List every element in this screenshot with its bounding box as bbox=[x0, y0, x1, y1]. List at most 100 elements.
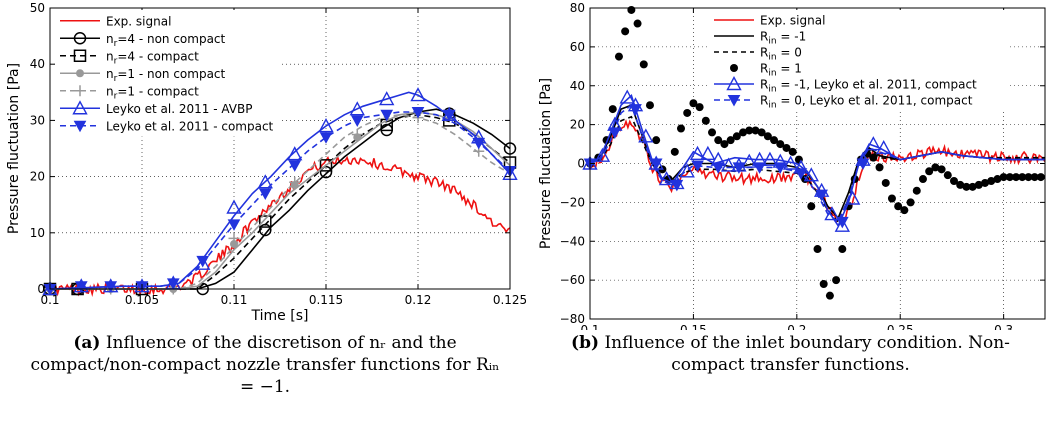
marker-b-3-54 bbox=[925, 167, 934, 176]
marker-b-5-6 bbox=[711, 162, 725, 174]
plot-frame-a bbox=[49, 7, 511, 290]
legend-label-b-1: Rin = -1 bbox=[760, 30, 806, 47]
marker-b-5-8 bbox=[753, 162, 766, 174]
legend-label-b-3: Rin = 1 bbox=[760, 62, 802, 79]
series-b-3 bbox=[586, 5, 1045, 300]
marker-a-4-3 bbox=[228, 232, 240, 244]
legend-box-b bbox=[710, 10, 1010, 110]
legend-label-a-0: Exp. signal bbox=[106, 14, 171, 28]
marker-b-4-23 bbox=[824, 206, 840, 221]
marker-b-5-10 bbox=[794, 168, 808, 180]
marker-b-3-60 bbox=[962, 182, 971, 191]
marker-a-1-4 bbox=[319, 165, 333, 179]
marker-a-5-5 bbox=[195, 255, 211, 270]
marker-b-3-53 bbox=[918, 175, 927, 184]
legend-label-a-1: nr=4 - non compact bbox=[106, 32, 226, 49]
legend-marker-a-4 bbox=[74, 85, 86, 97]
marker-b-3-29 bbox=[770, 136, 779, 145]
marker-b-3-14 bbox=[677, 124, 685, 133]
legend-label-b-2: Rin = 0 bbox=[760, 46, 802, 63]
marker-a-6-4 bbox=[166, 278, 180, 290]
y-tick-label-b-4: 0 bbox=[577, 157, 585, 171]
marker-b-3-64 bbox=[987, 176, 996, 185]
legend-label-a-5: Leyko et al. 2011 - AVBP bbox=[106, 102, 252, 116]
marker-b-5-1 bbox=[608, 127, 622, 139]
marker-a-3-3 bbox=[230, 240, 238, 249]
marker-a-5-8 bbox=[287, 146, 303, 161]
caption-b: (b) Influence of the inlet boundary cond… bbox=[538, 332, 1043, 376]
legend-marker-a-1 bbox=[73, 32, 87, 45]
marker-b-3-72 bbox=[1036, 173, 1045, 182]
marker-a-6-11 bbox=[380, 109, 394, 122]
marker-b-3-35 bbox=[807, 202, 816, 211]
series-line-a-5 bbox=[49, 91, 511, 290]
y-tick-label-b-1: −60 bbox=[560, 273, 585, 287]
marker-a-6-2 bbox=[104, 281, 118, 293]
marker-b-3-58 bbox=[950, 176, 958, 185]
marker-b-5-9 bbox=[773, 162, 787, 174]
y-tick-label-b-2: −40 bbox=[560, 234, 585, 248]
y-tick-label-b-8: 80 bbox=[570, 1, 585, 15]
chart-panel-a: 0.1 0.105 0.11 0.115 0.12 0.125 0 10 20 30 40 50 Tim… bbox=[0, 0, 527, 446]
marker-b-5-13 bbox=[856, 158, 870, 171]
marker-b-5-7 bbox=[732, 162, 746, 174]
legend-marker-a-2 bbox=[73, 49, 87, 62]
marker-b-3-18 bbox=[701, 116, 710, 125]
marker-b-3-71 bbox=[1030, 173, 1039, 182]
y-axis-label-b: Pressure fluctuation [Pa] bbox=[538, 78, 554, 249]
x-tick-label-a-2: 0.11 bbox=[221, 293, 248, 307]
x-tick-label-b-2: 0.2 bbox=[787, 323, 806, 330]
series-line-a-0 bbox=[49, 154, 511, 298]
marker-b-5-3 bbox=[649, 158, 663, 171]
marker-b-3-5 bbox=[621, 27, 630, 36]
marker-b-3-17 bbox=[695, 103, 704, 112]
marker-b-3-7 bbox=[633, 19, 642, 28]
marker-b-3-24 bbox=[739, 128, 748, 137]
marker-b-3-61 bbox=[968, 182, 977, 191]
legend-label-b-4: Rin = -1, Leyko et al. 2011, compact bbox=[760, 78, 977, 95]
marker-b-3-52 bbox=[912, 186, 921, 195]
marker-b-4-1 bbox=[594, 147, 611, 162]
caption-b-text: Influence of the inlet boundary conditio… bbox=[604, 333, 1010, 375]
x-tick-label-a-4: 0.12 bbox=[405, 293, 432, 307]
marker-b-4-17 bbox=[762, 151, 778, 166]
marker-a-5-12 bbox=[410, 87, 426, 102]
marker-a-5-7 bbox=[257, 174, 273, 189]
y-tick-label-a-5: 50 bbox=[30, 1, 45, 15]
marker-b-3-15 bbox=[683, 108, 692, 117]
chart-b: 0.10.150.20.250.3−80−60−40−20020406080Ti… bbox=[538, 1, 1046, 330]
marker-b-3-57 bbox=[943, 171, 952, 180]
marker-b-3-30 bbox=[776, 140, 785, 149]
marker-b-4-7 bbox=[658, 171, 675, 186]
marker-b-4-5 bbox=[638, 128, 654, 143]
marker-b-3-9 bbox=[645, 101, 654, 110]
x-tick-label-b-3: 0.25 bbox=[887, 323, 914, 330]
marker-a-6-5 bbox=[196, 255, 210, 268]
marker-b-5-12 bbox=[835, 216, 849, 229]
series-a-4 bbox=[44, 112, 511, 295]
marker-b-3-22 bbox=[726, 136, 735, 145]
marker-a-5-11 bbox=[379, 91, 395, 106]
x-tick-label-b-1: 0.15 bbox=[680, 323, 707, 330]
marker-b-3-70 bbox=[1024, 173, 1033, 182]
marker-b-3-48 bbox=[887, 194, 896, 203]
marker-b-3-56 bbox=[937, 165, 946, 174]
legend-marker-b-4 bbox=[726, 76, 742, 91]
marker-a-6-8 bbox=[288, 160, 302, 172]
marker-b-4-11 bbox=[700, 145, 716, 160]
x-tick-label-b-4: 0.3 bbox=[994, 323, 1013, 330]
marker-a-6-9 bbox=[319, 132, 333, 144]
marker-b-3-63 bbox=[981, 178, 990, 187]
marker-b-4-19 bbox=[782, 155, 799, 170]
marker-b-5-11 bbox=[815, 189, 828, 202]
marker-b-5-4 bbox=[670, 179, 684, 192]
marker-a-6-13 bbox=[442, 109, 456, 122]
marker-b-4-24 bbox=[834, 217, 850, 232]
marker-a-5-9 bbox=[318, 118, 334, 133]
marker-b-3-25 bbox=[745, 126, 754, 135]
marker-a-6-1 bbox=[74, 281, 88, 293]
x-tick-label-a-0: 0.1 bbox=[40, 293, 59, 307]
marker-b-3-6 bbox=[627, 5, 636, 14]
legend-label-a-3: nr=1 - non compact bbox=[106, 67, 226, 84]
